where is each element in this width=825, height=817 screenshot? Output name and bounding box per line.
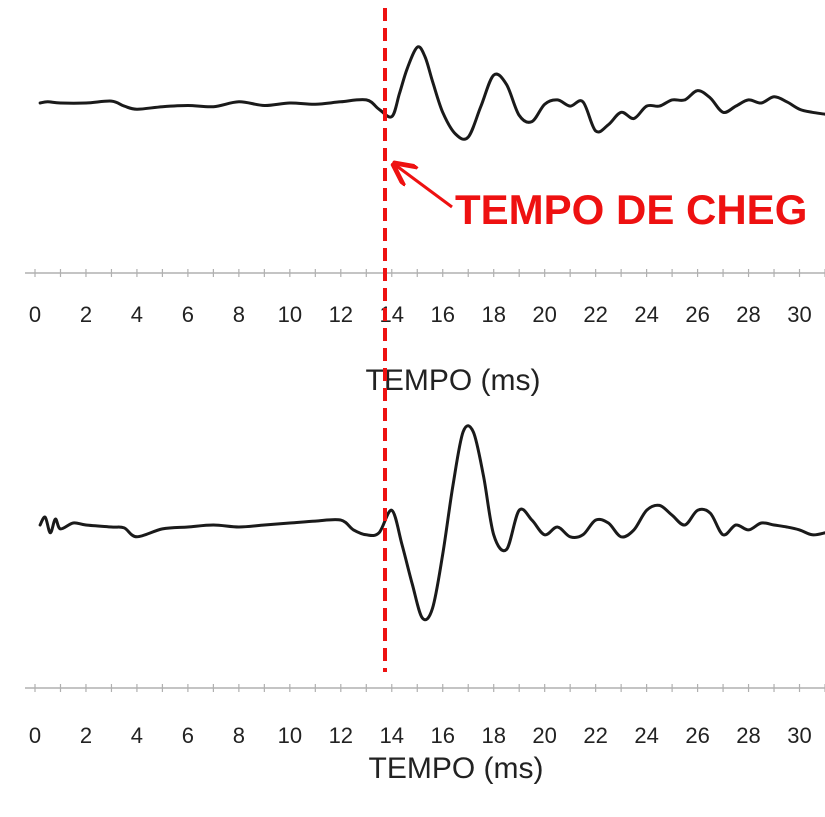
top-tick-label: 20 bbox=[532, 302, 556, 327]
arrival-time-annotation: TEMPO DE CHEG bbox=[455, 186, 807, 233]
bottom-waveform-trace bbox=[38, 424, 825, 622]
bottom-tick-label: 20 bbox=[532, 723, 556, 748]
top-tick-label: 6 bbox=[182, 302, 194, 327]
top-chart: 0 2 4 6 8 10 12 14 16 18 20 22 24 26 28 30 TEMPO (ms) bbox=[25, 45, 825, 397]
top-tick-label: 10 bbox=[278, 302, 302, 327]
top-tick-label: 12 bbox=[329, 302, 353, 327]
bottom-tick-label: 4 bbox=[131, 723, 143, 748]
bottom-tick-label: 16 bbox=[430, 723, 454, 748]
bottom-tick-label: 0 bbox=[29, 723, 41, 748]
top-tick-label: 16 bbox=[430, 302, 454, 327]
top-tick-label: 30 bbox=[787, 302, 811, 327]
bottom-tick-label: 8 bbox=[233, 723, 245, 748]
bottom-tick-label: 18 bbox=[481, 723, 505, 748]
top-tick-label: 4 bbox=[131, 302, 143, 327]
top-tick-label: 18 bbox=[481, 302, 505, 327]
annotation-arrow bbox=[394, 164, 453, 209]
bottom-tick-label: 24 bbox=[634, 723, 658, 748]
top-tick-label: 28 bbox=[736, 302, 760, 327]
bottom-tick-label: 14 bbox=[380, 723, 404, 748]
top-tick-label: 24 bbox=[634, 302, 658, 327]
top-x-axis: 0 2 4 6 8 10 12 14 16 18 20 22 24 26 28 30 bbox=[25, 269, 825, 327]
bottom-tick-label: 30 bbox=[787, 723, 811, 748]
top-tick-label: 22 bbox=[583, 302, 607, 327]
bottom-tick-label: 28 bbox=[736, 723, 760, 748]
top-waveform-trace bbox=[38, 45, 825, 141]
bottom-tick-label: 10 bbox=[278, 723, 302, 748]
top-tick-label: 8 bbox=[233, 302, 245, 327]
top-tick-label: 0 bbox=[29, 302, 41, 327]
bottom-x-axis-label: TEMPO (ms) bbox=[369, 752, 544, 785]
bottom-tick-label: 2 bbox=[80, 723, 92, 748]
bottom-tick-label: 6 bbox=[182, 723, 194, 748]
top-x-axis-label: TEMPO (ms) bbox=[366, 364, 541, 397]
bottom-tick-label: 22 bbox=[583, 723, 607, 748]
bottom-chart: 0 2 4 6 8 10 12 14 16 18 20 22 24 26 28 30 TEMPO (ms) bbox=[25, 424, 825, 785]
top-tick-label: 26 bbox=[685, 302, 709, 327]
bottom-tick-label: 26 bbox=[685, 723, 709, 748]
top-tick-label: 2 bbox=[80, 302, 92, 327]
bottom-tick-label: 12 bbox=[329, 723, 353, 748]
bottom-x-axis: 0 2 4 6 8 10 12 14 16 18 20 22 24 26 28 30 bbox=[25, 684, 825, 748]
